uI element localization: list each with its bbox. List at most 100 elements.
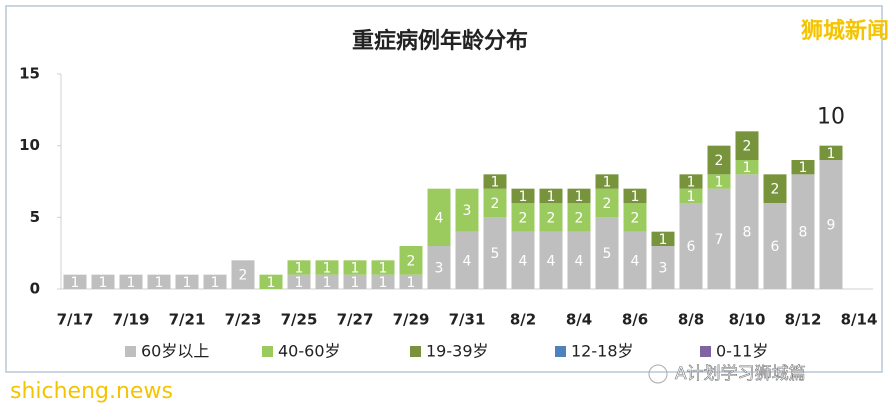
bar-segment <box>175 274 199 289</box>
bar-segment <box>539 188 563 203</box>
data-label: 4 <box>631 253 640 269</box>
bar-segment <box>539 231 563 289</box>
x-tick-label: 7/25 <box>281 311 318 329</box>
data-label: 1 <box>379 275 388 291</box>
bar-segment <box>371 260 395 275</box>
data-label: 1 <box>211 275 220 291</box>
data-label: 1 <box>295 275 304 291</box>
watermark: A计划学习狮城篇 <box>675 364 806 384</box>
x-tick-label: 8/4 <box>566 311 592 329</box>
data-label: 1 <box>323 275 332 291</box>
data-label: 1 <box>155 275 164 291</box>
data-label: 9 <box>827 218 836 234</box>
x-tick-label: 8/8 <box>678 311 704 329</box>
legend-swatch <box>555 346 566 357</box>
data-label: 1 <box>183 275 192 291</box>
bar-segment <box>539 203 563 232</box>
data-label: 2 <box>519 210 528 226</box>
bar-segment <box>427 246 451 289</box>
data-label: 2 <box>771 182 780 198</box>
bar-segment <box>483 174 507 189</box>
x-tick-label: 8/2 <box>510 311 536 329</box>
wechat-icon <box>648 364 668 384</box>
bar-segment <box>735 131 759 160</box>
data-label: 1 <box>603 175 612 191</box>
bar-segment <box>315 260 339 275</box>
data-label: 3 <box>463 203 472 219</box>
bar-segment <box>483 217 507 289</box>
data-label: 4 <box>575 253 584 269</box>
bar-segment <box>203 274 227 289</box>
data-label: 1 <box>351 261 360 277</box>
data-label: 4 <box>435 210 444 226</box>
bar-segment <box>343 260 367 275</box>
bar-segment <box>455 188 479 232</box>
bar-segment <box>91 274 115 289</box>
data-label: 1 <box>743 160 752 176</box>
data-label: 1 <box>715 175 724 191</box>
data-label: 2 <box>743 139 752 155</box>
x-tick-label: 7/29 <box>393 311 430 329</box>
x-tick-label: 7/27 <box>337 311 374 329</box>
data-label: 4 <box>519 253 528 269</box>
data-label: 7 <box>715 232 724 248</box>
data-label: 1 <box>575 189 584 205</box>
legend-swatch <box>700 346 711 357</box>
data-label: 1 <box>687 175 696 191</box>
y-tick-label: 5 <box>30 208 40 226</box>
x-tick-label: 7/23 <box>225 311 262 329</box>
bar-segment <box>567 188 591 203</box>
bar-segment <box>427 188 451 246</box>
bar-segment <box>371 274 395 289</box>
data-label: 5 <box>603 246 612 262</box>
bar-segment <box>623 231 647 289</box>
y-tick-label: 0 <box>30 280 40 298</box>
bar-segment <box>119 274 143 289</box>
data-label: 1 <box>799 160 808 176</box>
data-label: 4 <box>463 253 472 269</box>
bar-segment <box>595 217 619 289</box>
data-label: 1 <box>519 189 528 205</box>
data-label: 1 <box>323 261 332 277</box>
bar-segment <box>791 160 815 175</box>
bar-segment <box>511 231 535 289</box>
data-label: 3 <box>659 261 668 277</box>
data-label: 4 <box>547 253 556 269</box>
bar-segment <box>707 174 731 189</box>
data-label: 1 <box>379 261 388 277</box>
bar-segment <box>763 174 787 203</box>
bar-segment <box>623 188 647 203</box>
x-tick-label: 8/14 <box>841 311 878 329</box>
y-tick-label: 10 <box>19 136 40 154</box>
bar-segment <box>455 231 479 289</box>
bar-segment <box>63 274 87 289</box>
legend-swatch <box>262 346 273 357</box>
legend-swatch <box>410 346 421 357</box>
data-label: 1 <box>267 275 276 291</box>
data-label: 2 <box>715 153 724 169</box>
bar-segment <box>343 274 367 289</box>
data-label: 1 <box>407 275 416 291</box>
bar-segment <box>567 231 591 289</box>
bar-segment <box>483 188 507 218</box>
x-tick-label: 7/17 <box>57 311 94 329</box>
bar-segment <box>679 188 703 203</box>
data-label: 6 <box>687 239 696 255</box>
data-label: 5 <box>491 246 500 262</box>
bar-segment <box>651 231 675 246</box>
x-tick-label: 8/12 <box>785 311 822 329</box>
data-label: 6 <box>771 239 780 255</box>
data-label: 2 <box>491 196 500 212</box>
data-label: 8 <box>743 225 752 241</box>
data-label: 1 <box>687 189 696 205</box>
bar-segment <box>735 174 759 289</box>
bar-segment <box>511 203 535 232</box>
data-label: 1 <box>659 232 668 248</box>
bar-segment <box>707 145 731 175</box>
data-label: 2 <box>603 196 612 212</box>
legend-label: 40-60岁 <box>278 342 341 361</box>
bar-segment <box>679 203 703 289</box>
x-tick-label: 8/6 <box>622 311 648 329</box>
legend-label: 19-39岁 <box>426 342 489 361</box>
